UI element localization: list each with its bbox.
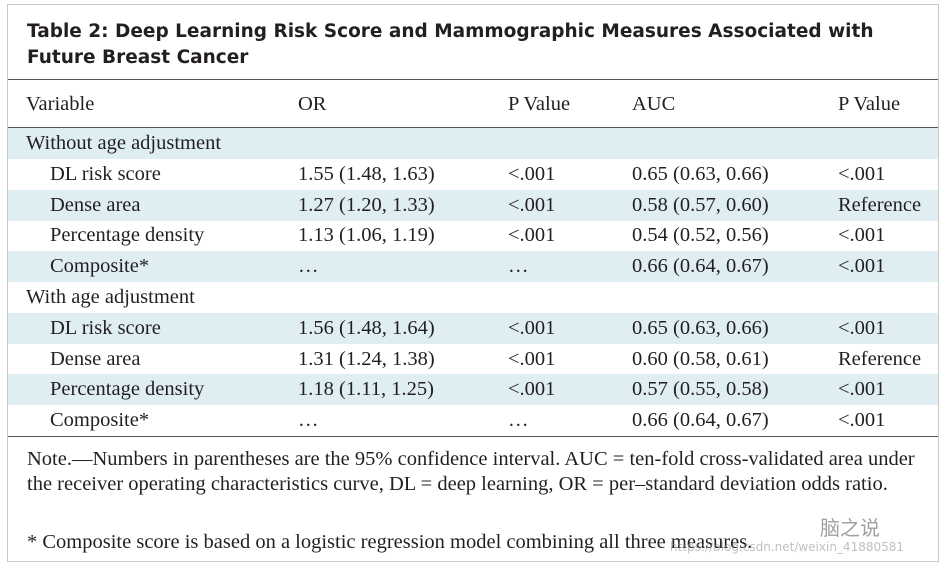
- table-cell: <.001: [508, 162, 556, 185]
- table-cell: <.001: [508, 193, 556, 216]
- table-cell: <.001: [838, 162, 886, 185]
- header-cell: P Value: [838, 93, 901, 115]
- note: Note.—Numbers in parentheses are the 95%…: [27, 448, 915, 495]
- table-cell: 1.18 (1.11, 1.25): [298, 378, 434, 401]
- table-cell: <.001: [838, 378, 886, 401]
- section-label: With age adjustment: [26, 286, 195, 308]
- table-cell: Reference: [838, 347, 922, 370]
- table-cell: 0.66 (0.64, 0.67): [632, 409, 769, 432]
- table-cell: …: [298, 409, 319, 432]
- table-cell: <.001: [508, 316, 556, 339]
- rule: [8, 127, 938, 128]
- table-frame: [7, 4, 939, 562]
- table-cell: Composite*: [50, 409, 150, 432]
- table-cell: …: [508, 255, 529, 278]
- table-cell: 1.56 (1.48, 1.64): [298, 316, 435, 339]
- table-cell: Dense area: [50, 193, 141, 216]
- table-cell: 1.27 (1.20, 1.33): [298, 193, 435, 216]
- rule: [8, 436, 938, 437]
- table-cell: <.001: [838, 409, 886, 432]
- rule: [8, 79, 938, 80]
- table-cell: 1.13 (1.06, 1.19): [298, 224, 435, 247]
- table-cell: 0.60 (0.58, 0.61): [632, 347, 769, 370]
- table-cell: 0.57 (0.55, 0.58): [632, 378, 769, 401]
- table-cell: Composite*: [50, 255, 150, 278]
- data-row: Composite* … … 0.66 (0.64, 0.67) <.001: [8, 405, 938, 436]
- data-row: Dense area 1.31 (1.24, 1.38) <.001 0.60 (0.…: [8, 344, 938, 375]
- table-cell: 1.55 (1.48, 1.63): [298, 162, 435, 185]
- table-cell: <.001: [838, 224, 886, 247]
- table-cell: DL risk score: [50, 162, 161, 185]
- data-row: DL risk score 1.56 (1.48, 1.64) <.001 0.65 …: [8, 312, 938, 344]
- watermark-brand: 脑之说: [820, 516, 880, 540]
- table-cell: <.001: [508, 378, 556, 401]
- table-cell: 1.31 (1.24, 1.38): [298, 347, 435, 370]
- table-cell: <.001: [838, 255, 886, 278]
- table-cell: <.001: [508, 224, 556, 247]
- data-row: Composite* … … 0.66 (0.64, 0.67) <.001: [8, 251, 938, 283]
- table-cell: DL risk score: [50, 316, 161, 339]
- table-cell: …: [508, 409, 529, 432]
- table-cell: Dense area: [50, 347, 141, 370]
- table-cell: Reference: [838, 193, 922, 216]
- footnote: * Composite score is based on a logistic…: [27, 531, 753, 553]
- header-cell: OR: [298, 93, 327, 115]
- data-row: DL risk score 1.55 (1.48, 1.63) <.001 0.65 …: [8, 159, 938, 190]
- table-cell: …: [298, 255, 319, 278]
- table-cell: Percentage density: [50, 224, 205, 247]
- table-cell: 0.58 (0.57, 0.60): [632, 193, 769, 216]
- table-cell: <.001: [508, 347, 556, 370]
- header-cell: Variable: [26, 93, 95, 115]
- table-cell: 0.65 (0.63, 0.66): [632, 162, 769, 185]
- table-title: Table 2: Deep Learning Risk Score and Ma…: [27, 21, 874, 68]
- header-row: Variable OR P Value AUC P Value: [8, 89, 938, 123]
- header-cell: P Value: [508, 93, 571, 115]
- table-cell: 0.65 (0.63, 0.66): [632, 316, 769, 339]
- table-cell: 0.66 (0.64, 0.67): [632, 255, 769, 278]
- section-row: Without age adjustment: [8, 128, 938, 159]
- watermark-url: https://blog.csdn.net/weixin_41880581: [670, 540, 905, 554]
- section-label: Without age adjustment: [26, 132, 222, 154]
- table-cell: <.001: [838, 316, 886, 339]
- header-cell: AUC: [632, 93, 676, 115]
- table-cell: Percentage density: [50, 378, 205, 401]
- data-row: Dense area 1.27 (1.20, 1.33) <.001 0.58 (0.…: [8, 189, 938, 221]
- data-row: Percentage density 1.13 (1.06, 1.19) <.001…: [8, 220, 938, 251]
- data-row: Percentage density 1.18 (1.11, 1.25) <.001…: [8, 374, 938, 406]
- section-row: With age adjustment: [8, 282, 938, 313]
- table-cell: 0.54 (0.52, 0.56): [632, 224, 769, 247]
